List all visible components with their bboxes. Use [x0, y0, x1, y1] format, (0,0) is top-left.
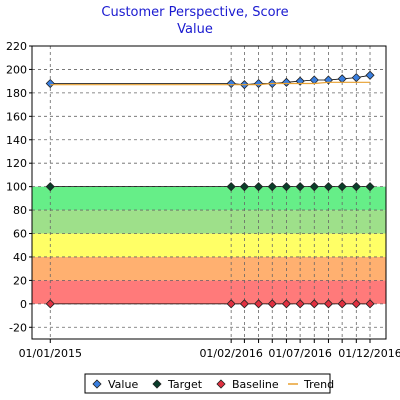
threshold-band-1	[32, 256, 386, 281]
baseline-point	[365, 299, 375, 309]
chart-title: Customer Perspective, Score Value	[0, 4, 390, 38]
y-tick-label: 80	[13, 204, 27, 217]
y-tick-label: -20	[9, 321, 27, 334]
legend-target-label: Target	[167, 378, 203, 391]
legend-trend-label: Trend	[303, 378, 334, 391]
value-point	[365, 70, 375, 80]
target-point	[45, 182, 55, 192]
x-tick-label: 01/01/2015	[19, 347, 82, 360]
baseline-point	[281, 299, 291, 309]
target-point	[253, 182, 264, 192]
y-tick-label: 40	[13, 251, 27, 264]
target-point	[365, 182, 375, 192]
baseline-point	[226, 299, 236, 309]
value-point	[45, 78, 55, 89]
legend-value-marker	[92, 379, 102, 389]
axes: -20 0 20 40 60 80 100 120 140 160 180 200 220 01/01/2…	[6, 40, 400, 360]
value-point	[253, 78, 264, 89]
threshold-band-0	[32, 280, 386, 304]
target-point	[309, 182, 319, 192]
target-point	[281, 182, 291, 192]
y-tick-label: 200	[6, 63, 27, 76]
legend-baseline-label: Baseline	[232, 378, 279, 391]
chart-title-line1: Customer Perspective, Score	[101, 5, 289, 20]
legend: Value Target Baseline Trend	[84, 373, 334, 394]
target-point	[323, 182, 334, 192]
baseline-point	[45, 299, 55, 309]
threshold-band-3	[32, 210, 386, 234]
baseline-point	[253, 299, 264, 309]
grid-lines	[32, 45, 386, 339]
baseline-point	[309, 299, 319, 309]
target-point	[226, 182, 236, 192]
target-point	[337, 182, 347, 192]
legend-value-label: Value	[108, 378, 138, 391]
chart-title-line2: Value	[177, 22, 213, 37]
trend-line	[50, 81, 371, 86]
target-point	[295, 182, 305, 192]
x-tick-label: 01/02/2016	[199, 347, 262, 360]
value-point	[337, 74, 347, 84]
legend-baseline-marker	[216, 379, 226, 389]
legend-box	[84, 373, 331, 394]
threshold-band-4	[32, 186, 386, 211]
y-tick-label: 140	[6, 134, 27, 147]
y-tick-label: 60	[13, 228, 27, 241]
y-tick-label: 0	[20, 298, 27, 311]
y-tick-label: 180	[6, 87, 27, 100]
baseline-point	[323, 299, 334, 309]
y-tick-label: 20	[13, 274, 27, 287]
target-point	[239, 182, 249, 192]
y-tick-label: 120	[6, 157, 27, 170]
value-point	[226, 78, 236, 89]
threshold-band-2	[32, 233, 386, 257]
y-tick-label: 220	[6, 40, 27, 53]
target-point	[267, 182, 277, 192]
x-tick-label: 01/07/2016	[268, 347, 331, 360]
baseline-point	[239, 299, 249, 309]
value-point	[281, 77, 291, 87]
baseline-point	[267, 299, 277, 309]
value-point	[351, 73, 361, 83]
legend-target-marker	[152, 379, 162, 389]
target-point	[351, 182, 361, 192]
baseline-point	[295, 299, 305, 309]
baseline-point	[337, 299, 347, 309]
baseline-point	[351, 299, 361, 309]
plot-frame	[31, 45, 387, 340]
threshold-bands	[32, 186, 386, 304]
y-tick-label: 100	[6, 181, 27, 194]
series	[45, 70, 375, 309]
y-tick-label: 160	[6, 110, 27, 123]
x-tick-label: 01/12/2016	[338, 347, 400, 360]
